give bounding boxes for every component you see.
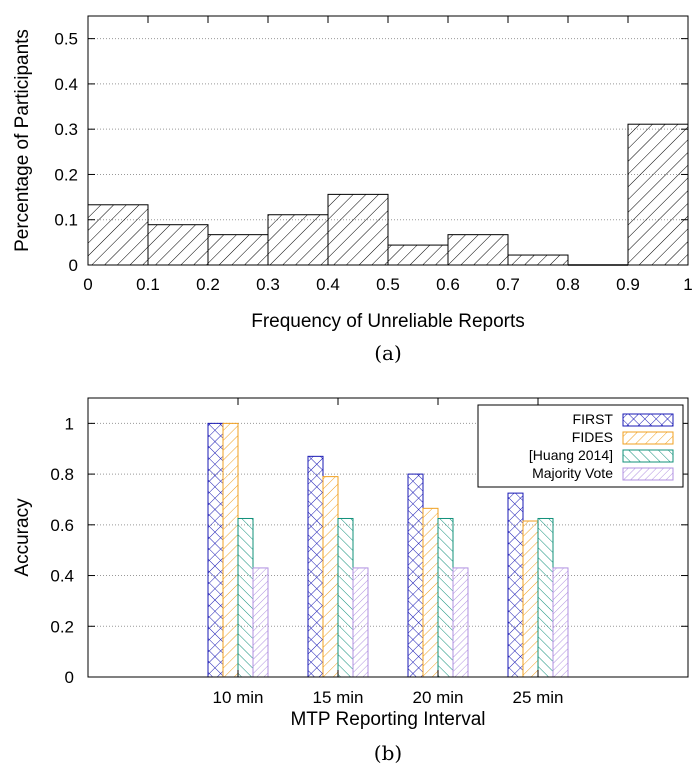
x-axis-label: MTP Reporting Interval <box>290 709 485 730</box>
legend-label: [Huang 2014] <box>529 447 613 463</box>
plot-frame <box>87 397 689 678</box>
bar-huang-2014 <box>337 517 354 678</box>
histogram-bar <box>207 234 269 266</box>
histogram-chart: 00.10.20.30.40.5 0 0.1 0.2 0.3 0.4 0.5 0.6 0.7 0… <box>12 15 693 365</box>
legend-swatch <box>622 449 674 463</box>
y-tick-label: 0.2 <box>54 165 78 184</box>
grid-lines <box>88 422 688 627</box>
bar-first <box>507 492 524 678</box>
y-tick-label: 0.6 <box>50 516 74 535</box>
y-tick-label: 0 <box>65 668 74 687</box>
bar-huang-2014 <box>437 517 454 678</box>
legend-swatch <box>622 431 674 445</box>
bar-first <box>407 473 424 678</box>
y-axis-ticks: 0 0.2 0.4 0.6 0.8 1 <box>50 414 688 687</box>
histogram-bar <box>447 234 509 266</box>
bar-majority-vote <box>552 567 569 678</box>
x-tick-label: 0.6 <box>436 275 460 294</box>
x-tick-label: 0.2 <box>196 275 220 294</box>
bar-first <box>207 422 224 678</box>
x-axis-label: Frequency of Unreliable Reports <box>251 311 525 332</box>
grid-lines <box>88 38 688 221</box>
subplot-label: (a) <box>374 341 402 365</box>
bar-huang-2014 <box>537 517 554 678</box>
y-axis-ticks: 0 0.1 0.2 0.3 0.4 0.5 <box>54 30 688 275</box>
x-tick-label: 20 min <box>412 688 463 707</box>
bar-huang-2014 <box>237 517 254 678</box>
subplot-label: (b) <box>374 741 402 765</box>
x-tick-label: 0.7 <box>496 275 520 294</box>
bar-fides <box>422 507 439 678</box>
histogram-bar <box>627 123 689 266</box>
y-tick-label: 0.8 <box>50 465 74 484</box>
x-tick-label: 0.1 <box>136 275 160 294</box>
accuracy-bars <box>207 422 569 678</box>
y-tick-label: 0 <box>69 256 78 275</box>
bar-majority-vote <box>352 567 369 678</box>
x-tick-label: 0.9 <box>616 275 640 294</box>
y-tick-label: 0.2 <box>50 617 74 636</box>
bar-first <box>307 455 324 678</box>
y-tick-label: 1 <box>65 414 74 433</box>
y-tick-label: 0.4 <box>50 567 74 586</box>
x-axis-ticks: 0 0.1 0.2 0.3 0.4 0.5 0.6 0.7 0.8 0.9 1 <box>83 16 693 294</box>
histogram-bar <box>87 204 149 266</box>
histogram-bar <box>507 254 569 266</box>
x-tick-label: 0.3 <box>256 275 280 294</box>
histogram-bar <box>267 214 329 266</box>
bar-fides <box>322 476 339 678</box>
y-axis-label: Accuracy <box>12 498 33 577</box>
legend-swatch <box>622 413 674 427</box>
histogram-bars <box>87 123 689 266</box>
x-tick-label: 0.8 <box>556 275 580 294</box>
legend-label: Majority Vote <box>532 465 613 481</box>
x-tick-label: 15 min <box>312 688 363 707</box>
accuracy-chart: 00.20.40.60.81 10 min 15 min 20 min 25 min … <box>12 397 689 765</box>
legend-label: FIRST <box>573 411 614 427</box>
x-tick-label: 0.4 <box>316 275 340 294</box>
y-tick-label: 0.3 <box>54 120 78 139</box>
x-tick-label: 25 min <box>512 688 563 707</box>
histogram-bar <box>327 193 389 266</box>
x-tick-label: 10 min <box>212 688 263 707</box>
bar-majority-vote <box>452 567 469 678</box>
bar-majority-vote <box>252 567 269 678</box>
histogram-bar <box>147 224 209 266</box>
legend: FIRST FIDES [Huang 2014] Majority Vote <box>477 404 684 488</box>
x-tick-label: 0.5 <box>376 275 400 294</box>
bar-fides <box>222 422 239 678</box>
x-axis-ticks: 10 min 15 min 20 min 25 min <box>212 398 564 707</box>
y-tick-label: 0.4 <box>54 75 78 94</box>
bar-fides <box>522 520 539 678</box>
x-tick-label: 0 <box>83 275 92 294</box>
legend-label: FIDES <box>572 429 613 445</box>
legend-swatch <box>622 467 674 481</box>
histogram-bar <box>387 244 449 266</box>
x-tick-label: 1 <box>683 275 692 294</box>
y-tick-label: 0.5 <box>54 30 78 49</box>
y-axis-label: Percentage of Participants <box>12 29 33 252</box>
y-tick-label: 0.1 <box>54 211 78 230</box>
